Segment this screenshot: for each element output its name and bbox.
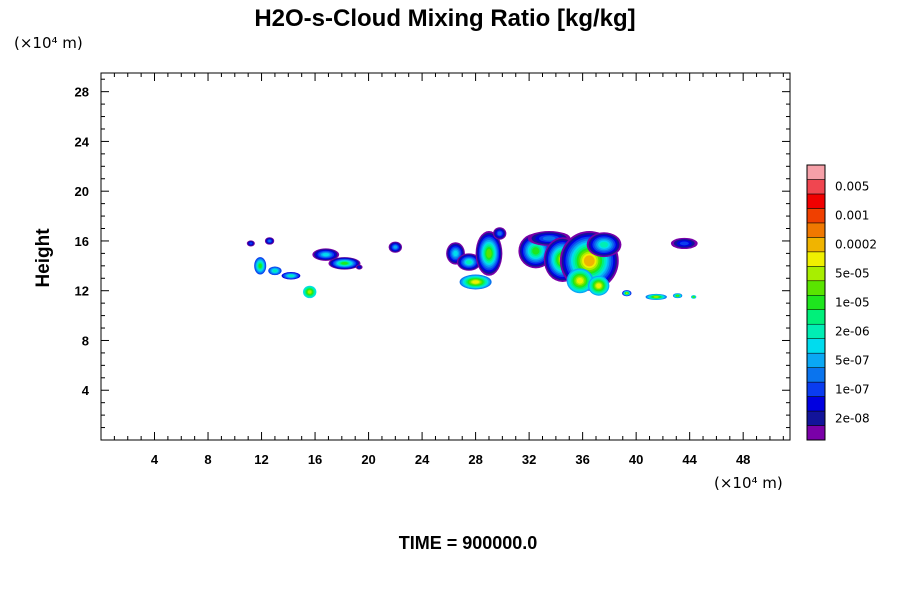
y-axis-unit: (×10⁴ m) (14, 34, 83, 52)
cloud-contour (393, 245, 398, 249)
colorbar-swatch (806, 208, 826, 224)
colorbar-label: 5e-07 (835, 353, 870, 367)
x-tick-label: 20 (361, 452, 375, 467)
colorbar-label: 5e-05 (835, 267, 870, 281)
cloud-contour (532, 247, 540, 255)
colorbar-swatch (806, 266, 826, 282)
cloud-contour (576, 277, 584, 284)
cloud-contour (486, 248, 492, 258)
x-axis-unit: (×10⁴ m) (714, 474, 783, 492)
cloud-contour (583, 255, 595, 267)
cloud-contour (596, 283, 602, 289)
x-tick-label: 4 (151, 452, 159, 467)
cloud-contour (676, 294, 679, 297)
cloud-contour (322, 253, 330, 257)
colorbar-swatch (806, 295, 826, 310)
chart-title: H2O-s-Cloud Mixing Ratio [kg/kg] (254, 5, 635, 32)
colorbar-label: 0.001 (835, 209, 869, 223)
cloud-contour (272, 269, 277, 273)
cloud-contour (497, 231, 502, 236)
colorbar-swatch (806, 179, 826, 195)
cloud-contour (268, 239, 271, 243)
y-tick-label: 4 (82, 383, 90, 398)
colorbar-swatch (806, 425, 826, 441)
x-tick-label: 8 (204, 452, 211, 467)
cloud-contour (692, 296, 695, 298)
cloud-contour (653, 296, 659, 298)
x-tick-label: 24 (415, 452, 430, 467)
y-axis-label: Height (33, 228, 54, 288)
cloud-contour (453, 250, 458, 257)
colorbar-frame (806, 164, 826, 441)
colorbar-label: 1e-07 (835, 382, 870, 396)
y-tick-label: 20 (75, 184, 89, 199)
x-tick-label: 44 (682, 452, 697, 467)
x-tick-label: 32 (522, 452, 536, 467)
colorbar-swatch (806, 251, 826, 267)
colorbar-swatch (806, 352, 826, 368)
cloud-contour (679, 241, 689, 246)
colorbar-label: 2e-08 (835, 411, 870, 425)
colorbar: 2e-08 1e-07 5e-07 2e-06 1e-05 5e-05 0.0002 0.00… (806, 164, 877, 441)
cloud-contour (542, 236, 556, 241)
time-label: TIME = 900000.0 (399, 533, 538, 553)
x-tick-label: 36 (575, 452, 589, 467)
cloud-contour (466, 260, 472, 265)
colorbar-swatch (806, 193, 826, 209)
cloud-contour (357, 266, 361, 269)
cloud-contour (472, 280, 480, 284)
colorbar-swatch (806, 367, 826, 383)
cloud-contour (258, 263, 262, 268)
x-tick-label: 12 (254, 452, 268, 467)
x-tick-label: 48 (736, 452, 750, 467)
cloud-contour (288, 274, 294, 277)
colorbar-swatch (806, 410, 826, 426)
colorbar-label: 1e-05 (835, 296, 870, 310)
colorbar-label: 0.0002 (835, 238, 877, 252)
x-tick-label: 16 (308, 452, 322, 467)
colorbar-swatch (806, 323, 826, 339)
cloud-contour (600, 241, 609, 248)
colorbar-swatch (806, 237, 826, 253)
plot-frame (100, 72, 791, 441)
y-tick-label: 28 (75, 85, 89, 100)
colorbar-swatch (806, 338, 826, 354)
cloud-field (246, 227, 698, 301)
y-tick-label: 24 (75, 134, 90, 149)
x-tick-label: 40 (629, 452, 643, 467)
colorbar-swatch (806, 222, 826, 238)
colorbar-swatch (806, 309, 826, 325)
axis-ticks (101, 73, 790, 440)
colorbar-label: 2e-06 (835, 324, 870, 338)
y-tick-label: 8 (82, 333, 89, 348)
colorbar-swatch (806, 164, 826, 180)
x-tick-label: 28 (468, 452, 482, 467)
y-tick-label: 16 (75, 234, 89, 249)
y-tick-label: 12 (75, 284, 89, 299)
cloud-contour (307, 290, 312, 294)
colorbar-label: 0.005 (835, 180, 869, 194)
colorbar-swatch (806, 280, 826, 296)
colorbar-swatch (806, 396, 826, 412)
cloud-contour (625, 292, 628, 295)
colorbar-swatch (806, 381, 826, 397)
cloud-contour (341, 262, 348, 265)
cloud-contour (249, 242, 253, 245)
